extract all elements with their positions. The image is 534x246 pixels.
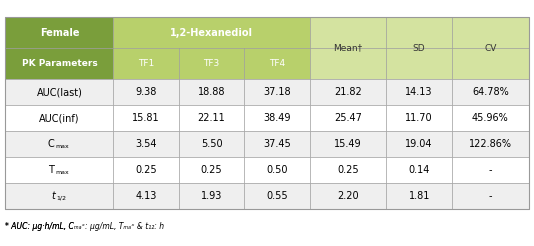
Text: * AUC: μg·h/mL, Cₘₐˣ: μg/mL, Tₘₐˣ & t₁₂: h: * AUC: μg·h/mL, Cₘₐˣ: μg/mL, Tₘₐˣ & t₁₂:… <box>5 222 164 231</box>
Bar <box>387 183 452 209</box>
Bar <box>244 48 310 79</box>
Bar <box>179 157 244 183</box>
Bar <box>113 183 179 209</box>
Text: 14.13: 14.13 <box>405 87 433 97</box>
Bar <box>387 17 452 48</box>
Bar <box>5 131 113 157</box>
Bar <box>113 157 179 183</box>
Text: 0.25: 0.25 <box>135 165 157 175</box>
Bar <box>244 105 310 131</box>
Bar <box>387 79 452 105</box>
Text: 1.81: 1.81 <box>409 191 430 201</box>
Bar <box>310 79 387 105</box>
Text: 45.96%: 45.96% <box>472 113 509 123</box>
Text: 0.14: 0.14 <box>409 165 430 175</box>
Text: 4.13: 4.13 <box>136 191 157 201</box>
Bar <box>5 79 113 105</box>
Bar <box>452 48 529 79</box>
Text: 0.25: 0.25 <box>337 165 359 175</box>
Text: max: max <box>55 169 69 175</box>
Bar <box>179 79 244 105</box>
Text: 9.38: 9.38 <box>136 87 157 97</box>
Text: CV: CV <box>484 44 497 53</box>
Text: 0.50: 0.50 <box>266 165 288 175</box>
Text: 1.93: 1.93 <box>201 191 222 201</box>
Text: 0.25: 0.25 <box>201 165 222 175</box>
Text: 19.04: 19.04 <box>405 139 433 149</box>
Text: 5.50: 5.50 <box>201 139 222 149</box>
Bar <box>452 183 529 209</box>
Text: AUC(inf): AUC(inf) <box>39 113 80 123</box>
Bar <box>452 105 529 131</box>
Bar <box>113 79 179 105</box>
Text: 0.55: 0.55 <box>266 191 288 201</box>
Bar <box>310 131 387 157</box>
Bar <box>179 48 244 79</box>
Text: 37.45: 37.45 <box>263 139 291 149</box>
Text: 2.20: 2.20 <box>337 191 359 201</box>
Bar <box>244 157 310 183</box>
Text: SD: SD <box>413 44 426 53</box>
Text: t: t <box>51 191 55 201</box>
Bar <box>113 48 179 79</box>
Text: 15.49: 15.49 <box>334 139 362 149</box>
Bar <box>387 157 452 183</box>
Text: max: max <box>55 144 69 149</box>
Bar <box>5 105 113 131</box>
Text: 1/2: 1/2 <box>56 196 66 200</box>
Bar <box>387 48 452 79</box>
Bar <box>244 183 310 209</box>
Bar <box>310 157 387 183</box>
Text: 21.82: 21.82 <box>334 87 362 97</box>
Text: TF3: TF3 <box>203 59 219 68</box>
Text: 38.49: 38.49 <box>263 113 290 123</box>
Text: 22.11: 22.11 <box>198 113 225 123</box>
Text: TF4: TF4 <box>269 59 285 68</box>
Bar <box>452 131 529 157</box>
Bar <box>310 48 387 79</box>
Text: 64.78%: 64.78% <box>472 87 509 97</box>
Bar <box>5 17 529 209</box>
Bar <box>113 17 310 48</box>
Bar <box>244 131 310 157</box>
Bar <box>310 105 387 131</box>
Bar <box>179 131 244 157</box>
Text: Female: Female <box>40 28 79 38</box>
Text: * AUC: μg·h/mL, C: * AUC: μg·h/mL, C <box>5 222 74 231</box>
Text: 37.18: 37.18 <box>263 87 291 97</box>
Bar <box>310 183 387 209</box>
Bar <box>452 79 529 105</box>
Text: 122.86%: 122.86% <box>469 139 512 149</box>
Bar <box>5 183 113 209</box>
Bar <box>387 131 452 157</box>
Bar <box>387 105 452 131</box>
Text: -: - <box>489 191 492 201</box>
Bar <box>179 183 244 209</box>
Text: 15.81: 15.81 <box>132 113 160 123</box>
Bar <box>113 105 179 131</box>
Bar <box>452 17 529 48</box>
Text: 25.47: 25.47 <box>334 113 362 123</box>
Text: 3.54: 3.54 <box>136 139 157 149</box>
Text: T: T <box>48 165 54 175</box>
Bar <box>179 105 244 131</box>
Bar <box>452 157 529 183</box>
Text: AUC(last): AUC(last) <box>36 87 82 97</box>
Text: 18.88: 18.88 <box>198 87 225 97</box>
Text: TF1: TF1 <box>138 59 154 68</box>
Text: 11.70: 11.70 <box>405 113 433 123</box>
Text: PK Parameters: PK Parameters <box>21 59 97 68</box>
Text: C: C <box>48 139 54 149</box>
Bar <box>244 79 310 105</box>
Bar <box>113 131 179 157</box>
Text: -: - <box>489 165 492 175</box>
Text: Mean†: Mean† <box>334 44 363 53</box>
Bar <box>5 48 113 79</box>
Bar <box>5 17 113 48</box>
Text: 1,2-Hexanediol: 1,2-Hexanediol <box>170 28 253 38</box>
Bar <box>310 17 387 48</box>
Bar <box>5 157 113 183</box>
